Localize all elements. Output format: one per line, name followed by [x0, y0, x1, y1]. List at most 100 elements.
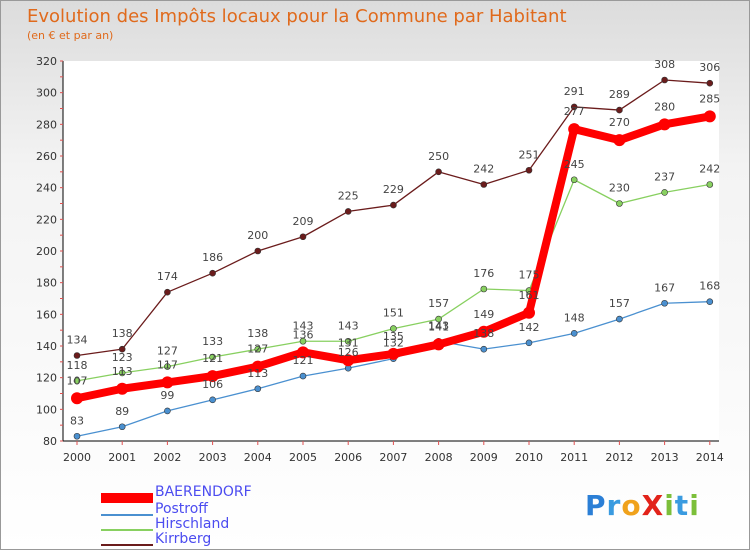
data-point-baerendorf	[342, 354, 355, 367]
data-label-postroff: 126	[338, 346, 359, 359]
data-label-baerendorf: 277	[564, 105, 585, 118]
data-point-kirrberg	[254, 247, 262, 255]
data-point-hirschland	[254, 345, 262, 353]
y-tick-label: 180	[36, 277, 57, 290]
data-point-kirrberg	[164, 288, 171, 296]
data-label-postroff: 167	[654, 281, 675, 294]
y-tick-label: 260	[36, 150, 57, 163]
data-label-postroff: 148	[564, 311, 585, 324]
x-tick-label: 2010	[515, 451, 543, 464]
data-label-postroff: 113	[247, 367, 268, 380]
data-label-kirrberg: 289	[609, 88, 630, 101]
data-label-postroff: 83	[70, 414, 84, 427]
data-label-baerendorf: 127	[247, 343, 268, 356]
legend-swatch	[101, 544, 153, 546]
y-tick-label: 160	[36, 308, 57, 321]
logo-letter: r	[606, 489, 622, 522]
data-point-postroff	[616, 315, 623, 323]
data-label-hirschland: 138	[247, 327, 268, 340]
data-label-kirrberg: 209	[293, 215, 314, 228]
legend-swatch	[101, 514, 153, 516]
x-tick-label: 2009	[470, 451, 498, 464]
data-point-baerendorf	[387, 347, 400, 360]
data-point-kirrberg	[299, 233, 307, 241]
y-tick-label: 320	[36, 55, 57, 68]
data-point-baerendorf	[703, 110, 716, 123]
data-label-postroff: 89	[115, 405, 129, 418]
data-point-hirschland	[570, 176, 578, 184]
data-label-kirrberg: 225	[338, 189, 359, 202]
data-label-postroff: 168	[699, 280, 720, 293]
data-point-baerendorf	[116, 382, 129, 395]
y-tick-label: 100	[36, 403, 57, 416]
data-label-baerendorf: 113	[112, 365, 133, 378]
data-point-kirrberg	[616, 106, 623, 114]
data-point-hirschland	[661, 189, 668, 196]
data-label-kirrberg: 229	[383, 183, 404, 196]
data-point-kirrberg	[570, 103, 578, 111]
data-point-postroff	[164, 407, 171, 415]
data-label-baerendorf: 135	[383, 330, 404, 343]
data-label-kirrberg: 291	[564, 85, 585, 98]
data-point-baerendorf	[251, 360, 264, 373]
data-point-hirschland	[118, 369, 126, 377]
data-point-kirrberg	[661, 76, 668, 84]
x-tick-label: 2013	[651, 451, 679, 464]
data-label-baerendorf: 107	[67, 374, 88, 387]
data-point-postroff	[254, 385, 262, 393]
data-label-hirschland: 176	[473, 267, 494, 280]
y-tick-label: 240	[36, 182, 57, 195]
data-point-postroff	[299, 372, 307, 380]
data-label-baerendorf: 117	[157, 358, 178, 371]
data-point-postroff	[661, 299, 668, 307]
data-label-baerendorf: 141	[428, 320, 449, 333]
data-point-baerendorf	[613, 134, 626, 147]
data-label-hirschland: 118	[67, 359, 88, 372]
data-label-postroff: 143	[428, 319, 449, 332]
data-point-baerendorf	[477, 325, 490, 338]
data-label-kirrberg: 242	[473, 163, 494, 176]
data-point-hirschland	[390, 325, 397, 332]
x-tick-label: 2004	[244, 451, 272, 464]
data-point-postroff	[706, 298, 714, 305]
data-point-baerendorf	[161, 376, 174, 389]
data-label-hirschland: 242	[699, 163, 720, 176]
data-label-baerendorf: 285	[699, 92, 720, 105]
plot-area	[63, 61, 719, 441]
data-label-kirrberg: 308	[654, 58, 675, 71]
legend-label: Hirschland	[155, 516, 230, 532]
data-label-hirschland: 127	[157, 345, 178, 358]
data-label-hirschland: 230	[609, 182, 630, 195]
data-point-baerendorf	[297, 346, 309, 359]
data-label-baerendorf: 136	[293, 328, 314, 341]
data-point-hirschland	[480, 285, 488, 293]
data-label-postroff: 132	[383, 337, 404, 350]
data-point-hirschland	[435, 315, 442, 323]
data-label-hirschland: 175	[519, 269, 540, 282]
data-point-postroff	[480, 345, 488, 353]
data-label-kirrberg: 174	[157, 270, 178, 283]
data-label-kirrberg: 138	[112, 327, 133, 340]
logo-letter: i	[664, 489, 675, 522]
x-tick-label: 2012	[605, 451, 633, 464]
data-label-hirschland: 151	[383, 307, 404, 320]
data-point-hirschland	[164, 363, 171, 370]
logo-letter: P	[585, 489, 607, 522]
x-tick-label: 2001	[108, 451, 136, 464]
data-label-hirschland: 133	[202, 335, 223, 348]
data-point-baerendorf	[523, 306, 535, 319]
y-tick-label: 80	[43, 435, 57, 448]
logo-letter: o	[621, 489, 642, 522]
data-label-baerendorf: 131	[338, 336, 359, 349]
logo-letter: i	[689, 489, 700, 522]
data-label-kirrberg: 251	[519, 148, 540, 161]
data-point-kirrberg	[390, 201, 397, 209]
data-label-postroff: 142	[519, 321, 540, 334]
data-point-postroff	[209, 396, 216, 404]
data-label-kirrberg: 250	[428, 150, 449, 163]
data-label-postroff: 157	[609, 297, 630, 310]
data-point-postroff	[73, 432, 81, 440]
data-label-postroff: 106	[202, 378, 223, 391]
